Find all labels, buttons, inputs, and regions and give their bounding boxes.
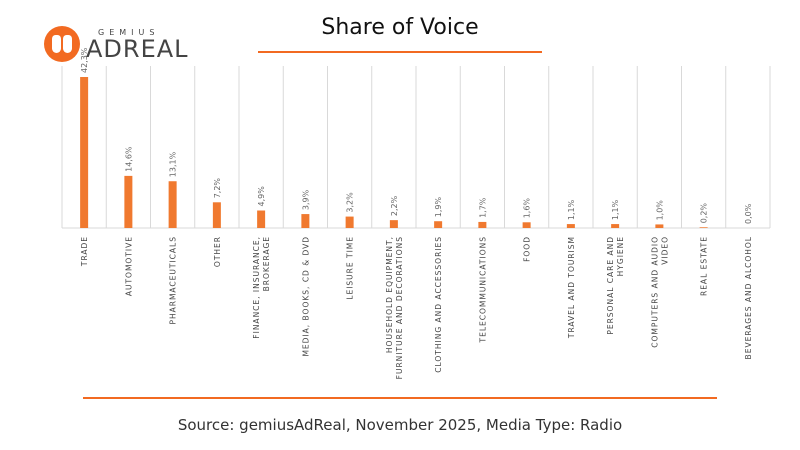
page-title: Share of Voice bbox=[321, 15, 479, 40]
data-label: 1,7% bbox=[478, 197, 487, 218]
data-label: 1,9% bbox=[434, 196, 443, 217]
bar bbox=[168, 181, 177, 228]
category-label: AUTOMOTIVE bbox=[124, 236, 133, 296]
category-label: FINANCE, INSURANCE, bbox=[252, 236, 261, 339]
category-label: FOOD bbox=[523, 236, 532, 262]
category-label: MEDIA, BOOKS, CD & DVD bbox=[301, 236, 310, 357]
category-label: HYGIENE bbox=[616, 236, 625, 276]
title-underline bbox=[258, 51, 542, 53]
category-label: VIDEO bbox=[660, 236, 669, 265]
category-label: BROKERAGE bbox=[262, 236, 271, 291]
bar bbox=[655, 224, 664, 228]
data-label: 2,2% bbox=[390, 195, 399, 216]
bar bbox=[611, 224, 620, 228]
data-label: 14,6% bbox=[124, 146, 133, 172]
data-label: 4,9% bbox=[257, 186, 266, 207]
logo-small-text: GEMIUS bbox=[98, 27, 160, 37]
category-label: PERSONAL CARE AND bbox=[606, 236, 615, 335]
category-label: LEISURE TIME bbox=[346, 236, 355, 300]
category-label: FURNITURE AND DECORATIONS bbox=[395, 236, 404, 379]
bar bbox=[124, 175, 133, 228]
bar bbox=[345, 216, 354, 228]
data-label: 42,3% bbox=[80, 47, 89, 73]
bar bbox=[566, 224, 575, 228]
bar bbox=[478, 221, 487, 228]
bar bbox=[389, 220, 398, 228]
category-label: TRADE bbox=[80, 236, 89, 267]
bar bbox=[699, 227, 708, 228]
category-label: BEVERAGES AND ALCOHOL bbox=[744, 236, 753, 359]
data-label: 0,0% bbox=[744, 203, 753, 224]
category-label: TRAVEL AND TOURISM bbox=[567, 236, 576, 339]
binoculars-icon bbox=[44, 26, 80, 62]
data-label: 1,1% bbox=[611, 199, 620, 220]
category-label: HOUSEHOLD EQUIPMENT, bbox=[385, 236, 394, 353]
category-label: PHARMACEUTICALS bbox=[169, 236, 178, 325]
bar-chart: 42,3% TRADE 14,6% AUTOMOTIVE 13,1% PHARMACEUT… bbox=[61, 47, 771, 379]
data-label: 1,1% bbox=[567, 199, 576, 220]
category-label: CLOTHING AND ACCESSORIES bbox=[434, 236, 443, 373]
category-label: TELECOMMUNICATIONS bbox=[478, 236, 487, 343]
source-text: Source: gemiusAdReal, November 2025, Med… bbox=[177, 416, 623, 434]
logo: GEMIUS ADREAL bbox=[44, 26, 189, 62]
data-label: 1,6% bbox=[523, 198, 532, 219]
category-label: COMPUTERS AND AUDIO bbox=[650, 236, 659, 348]
bar bbox=[434, 221, 443, 228]
bar bbox=[80, 77, 89, 228]
data-label: 3,2% bbox=[346, 192, 355, 213]
bar bbox=[301, 214, 310, 228]
category-label: OTHER bbox=[213, 236, 222, 267]
category-label: REAL ESTATE bbox=[700, 236, 709, 296]
bar bbox=[257, 210, 266, 228]
data-label: 7,2% bbox=[213, 178, 222, 199]
data-label: 13,1% bbox=[169, 151, 178, 177]
logo-big-text: ADREAL bbox=[86, 34, 189, 63]
bar bbox=[212, 202, 221, 228]
bottom-divider bbox=[83, 397, 717, 399]
data-label: 0,2% bbox=[700, 203, 709, 224]
bar bbox=[522, 222, 531, 228]
data-label: 3,9% bbox=[301, 189, 310, 210]
data-label: 1,0% bbox=[655, 200, 664, 221]
